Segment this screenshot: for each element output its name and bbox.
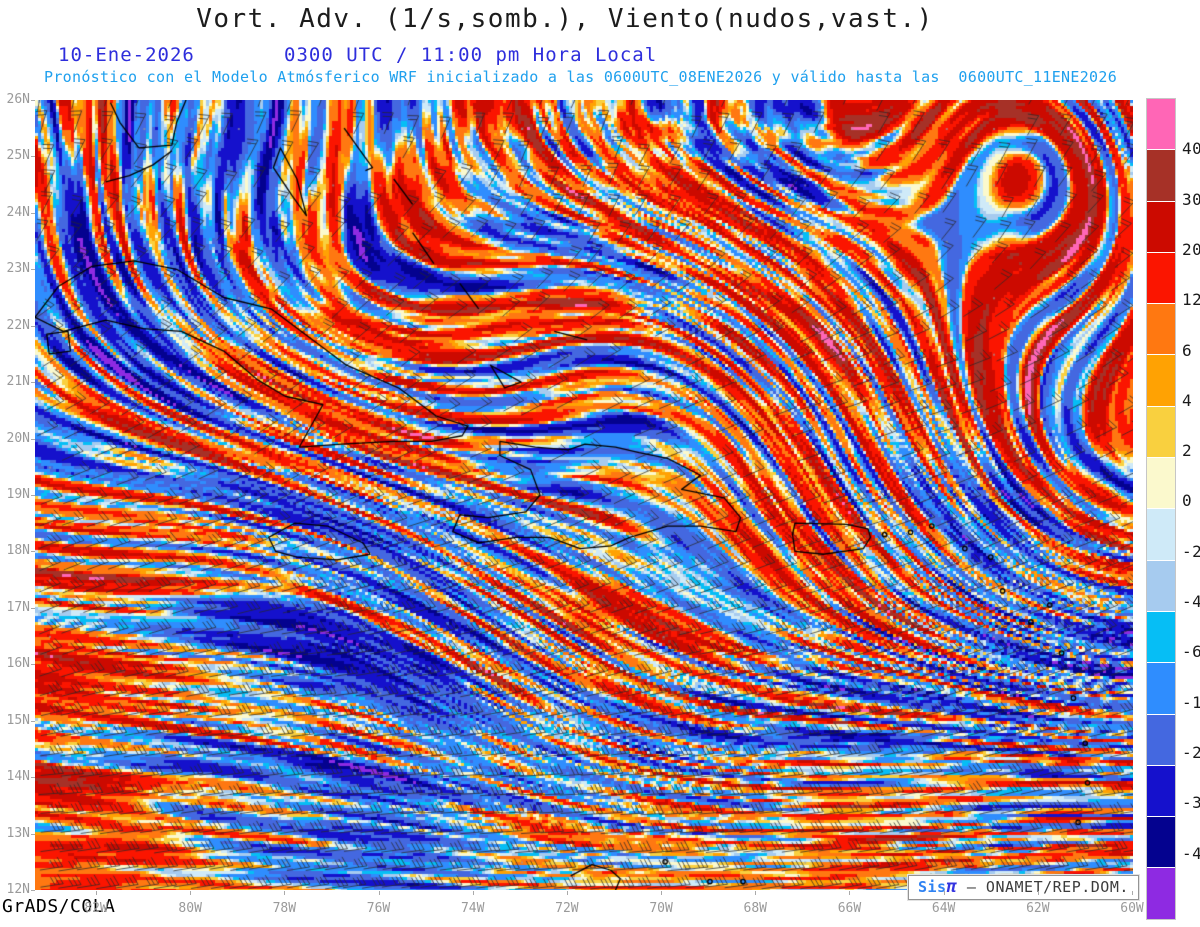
lat-label-26N: 26N — [6, 92, 30, 107]
colorbar-label--30: -30 — [1182, 793, 1200, 813]
lon-label-76W: 76W — [366, 901, 391, 916]
colorbar-label-12: 12 — [1182, 290, 1200, 310]
lat-tick — [31, 720, 35, 722]
lon-tick — [661, 891, 663, 895]
colorbar-segment-6 — [1147, 406, 1175, 459]
colorbar-label--2: -2 — [1182, 541, 1200, 561]
lon-label-80W: 80W — [178, 901, 202, 916]
colorbar-segment-15 — [1147, 868, 1175, 919]
lat-tick — [31, 382, 35, 384]
lat-tick — [31, 607, 35, 609]
lon-label-68W: 68W — [743, 901, 767, 916]
colorbar-segment-1 — [1147, 150, 1175, 202]
colorbar-label-0: 0 — [1182, 491, 1193, 511]
lat-label-19N: 19N — [6, 487, 30, 502]
lon-label-82W: 82W — [84, 901, 108, 916]
lat-label-12N: 12N — [6, 882, 30, 897]
lat-label-24N: 24N — [6, 204, 30, 220]
lat-tick — [31, 156, 35, 158]
lon-label-64W: 64W — [931, 901, 956, 916]
lon-tick — [190, 891, 192, 895]
lat-tick — [31, 212, 35, 214]
lon-tick — [284, 891, 286, 895]
lon-tick — [1037, 891, 1039, 895]
lat-label-13N: 13N — [6, 825, 30, 841]
colorbar-label-30: 30 — [1182, 189, 1200, 209]
badge-product-name: Sis — [918, 878, 947, 896]
lat-tick — [31, 269, 35, 271]
lon-label-60W: 60W — [1120, 901, 1144, 916]
colorbar-segment-13 — [1147, 765, 1175, 818]
colorbar-segment-7 — [1147, 458, 1175, 510]
lat-label-23N: 23N — [6, 261, 30, 277]
colorbar-segment-4 — [1147, 304, 1175, 356]
lat-tick — [31, 833, 35, 835]
lat-tick — [31, 325, 35, 327]
pi-symbol: π — [946, 877, 958, 897]
colorbar-segment-2 — [1147, 201, 1175, 253]
model-subtitle: Pronóstico con el Modelo Atmósferico WRF… — [44, 68, 1118, 86]
colorbar-label--6: -6 — [1182, 642, 1200, 662]
lat-tick — [31, 777, 35, 779]
lat-tick — [31, 890, 35, 891]
colorbar-segment-0 — [1147, 99, 1175, 151]
lat-label-25N: 25N — [6, 148, 30, 164]
lat-label-17N: 17N — [6, 599, 30, 615]
page-title: Vort. Adv. (1/s,somb.), Viento(nudos,vas… — [196, 4, 934, 34]
colorbar-segment-8 — [1147, 509, 1175, 561]
lat-label-21N: 21N — [6, 374, 30, 390]
lat-tick — [31, 551, 35, 553]
lon-label-72W: 72W — [555, 901, 579, 916]
colorbar-segment-14 — [1147, 817, 1175, 869]
colorbar-segment-10 — [1147, 611, 1175, 664]
colorbar-label--4: -4 — [1182, 592, 1200, 611]
forecast-date: 10-Ene-2026 — [58, 44, 195, 66]
lat-tick — [31, 438, 35, 440]
lon-tick — [849, 891, 851, 895]
lon-tick — [96, 891, 97, 895]
lon-label-74W: 74W — [460, 901, 485, 916]
colorbar-label--20: -20 — [1182, 742, 1200, 762]
agency-badge: Sisπ – ONAMET/REP.DOM. — [908, 875, 1139, 900]
lon-tick — [378, 891, 380, 895]
colorbar-segment-12 — [1147, 714, 1175, 766]
colorbar-label-40: 40 — [1182, 139, 1200, 159]
lon-label-66W: 66W — [837, 901, 862, 916]
lon-tick — [755, 891, 757, 895]
colorbar-segment-11 — [1147, 663, 1175, 715]
colorbar-label-20: 20 — [1182, 239, 1200, 259]
lat-label-15N: 15N — [6, 712, 30, 728]
lon-label-70W: 70W — [649, 901, 673, 916]
lat-tick — [31, 495, 35, 496]
colorbar-segment-9 — [1147, 560, 1175, 612]
colorbar-label-4: 4 — [1182, 390, 1193, 410]
colorbar — [1146, 98, 1176, 920]
colorbar-label--40: -40 — [1182, 843, 1200, 863]
forecast-valid-time: 0300 UTC / 11:00 pm Hora Local — [284, 44, 658, 66]
lat-label-16N: 16N — [6, 656, 30, 672]
lon-tick — [1132, 891, 1133, 895]
lon-tick — [566, 891, 568, 895]
lat-label-18N: 18N — [6, 543, 30, 559]
colorbar-label--12: -12 — [1182, 692, 1200, 712]
lat-label-14N: 14N — [6, 769, 30, 785]
badge-org-name: – ONAMET/REP.DOM. — [957, 878, 1129, 896]
colorbar-segment-3 — [1147, 252, 1175, 305]
colorbar-segment-5 — [1147, 355, 1175, 407]
lat-label-22N: 22N — [6, 317, 30, 333]
colorbar-label-6: 6 — [1182, 340, 1193, 360]
lon-tick — [472, 891, 474, 895]
lon-label-78W: 78W — [272, 901, 297, 916]
weather-map-canvas — [35, 100, 1133, 890]
lat-tick — [31, 100, 35, 101]
lon-label-62W: 62W — [1026, 901, 1050, 916]
lat-label-20N: 20N — [6, 430, 30, 446]
colorbar-label-2: 2 — [1182, 441, 1193, 461]
grads-credit: GrADS/COLA — [2, 896, 116, 917]
lon-tick — [943, 891, 945, 895]
lat-tick — [31, 664, 35, 666]
